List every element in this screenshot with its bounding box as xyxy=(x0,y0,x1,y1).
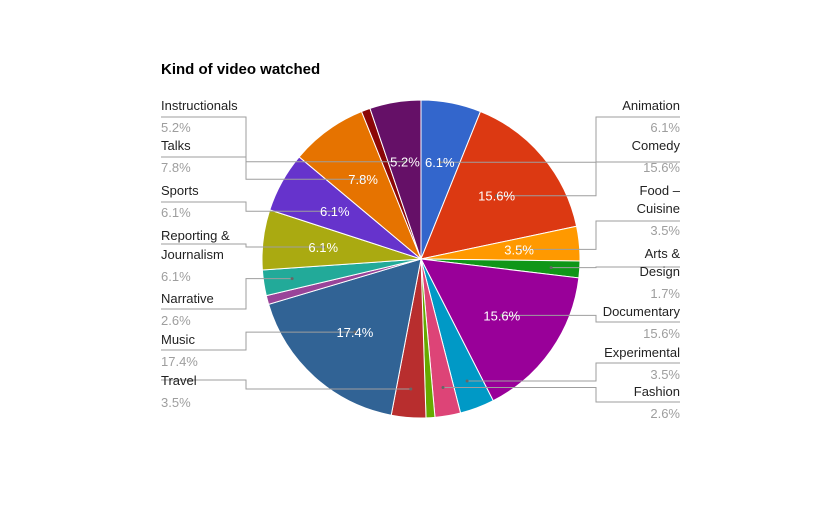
pie-slice-instructionals[interactable] xyxy=(369,99,422,260)
leader-line xyxy=(439,116,680,163)
leader-dot xyxy=(409,387,413,391)
callout-label: Arts & xyxy=(645,246,681,261)
leader-dot xyxy=(438,160,442,164)
leader-line xyxy=(161,243,324,248)
callout-music: Music 17.4% xyxy=(161,332,198,369)
pie-slice-music[interactable] xyxy=(267,258,422,416)
callout-arts-design: Arts & Design 1.7% xyxy=(640,246,681,301)
callout-label: Food – xyxy=(640,183,681,198)
callout-label: Animation xyxy=(622,98,680,113)
callout-narrative: Narrative 2.6% xyxy=(161,291,214,328)
leader-dot xyxy=(465,379,469,383)
callout-value: 6.1% xyxy=(161,269,191,284)
leader-dot xyxy=(353,330,357,334)
leader-dot xyxy=(333,209,337,213)
callout-value: 3.5% xyxy=(161,395,191,410)
slice-value-label: 15.6% xyxy=(483,308,520,323)
chart-title: Kind of video watched xyxy=(161,61,320,78)
callout-label: Travel xyxy=(161,373,197,388)
leader-line xyxy=(161,156,364,180)
leader-dot xyxy=(290,277,294,281)
leader-line xyxy=(161,201,335,212)
slice-value-label: 5.2% xyxy=(390,155,420,170)
leader-line xyxy=(496,161,680,197)
callout-reporting-journalism: Reporting & Journalism 6.1% xyxy=(161,228,230,284)
leader-dot xyxy=(321,245,325,249)
leader-line xyxy=(161,379,411,390)
pie-slice-comedy[interactable] xyxy=(420,110,578,260)
leader-dot xyxy=(500,313,504,317)
slice-value-label: 15.6% xyxy=(478,189,515,204)
slice-labels: 6.1% 15.6% 3.5% 15.6% 17.4% 6.1% 6.1% 7.8% 5.2% A… xyxy=(161,98,681,421)
leader-dot xyxy=(403,160,407,164)
slice-value-label: 6.1% xyxy=(425,155,455,170)
leader-dot xyxy=(361,177,365,181)
leader-line xyxy=(161,331,355,351)
callout-label: Comedy xyxy=(632,138,681,153)
slice-value-label: 6.1% xyxy=(320,204,350,219)
callout-experimental: Experimental 3.5% xyxy=(604,345,680,382)
callout-value: 15.6% xyxy=(643,160,680,175)
leader-line xyxy=(501,314,680,323)
leader-lines xyxy=(161,116,680,403)
callout-value: 6.1% xyxy=(161,205,191,220)
callout-talks: Talks 7.8% xyxy=(161,138,191,175)
callout-comedy: Comedy 15.6% xyxy=(632,138,681,175)
callout-value: 17.4% xyxy=(161,354,198,369)
callout-label: Experimental xyxy=(604,345,680,360)
callout-instructionals: Instructionals 5.2% xyxy=(161,98,238,135)
slice-value-label: 17.4% xyxy=(336,325,373,340)
callout-value: 5.2% xyxy=(161,120,191,135)
callout-sports: Sports 6.1% xyxy=(161,183,199,220)
callout-value: 6.1% xyxy=(650,120,680,135)
callout-value: 2.6% xyxy=(161,313,191,328)
callout-label: Narrative xyxy=(161,291,214,306)
leader-line xyxy=(443,387,680,403)
callout-animation: Animation 6.1% xyxy=(622,98,680,135)
leader-line xyxy=(519,220,680,250)
callout-label: Design xyxy=(640,264,680,279)
callout-label: Talks xyxy=(161,138,191,153)
callout-value: 7.8% xyxy=(161,160,191,175)
pie-slice-documentary[interactable] xyxy=(420,258,580,402)
leader-line xyxy=(161,278,293,310)
leader-dot xyxy=(495,194,499,198)
slice-value-label: 3.5% xyxy=(504,242,534,257)
slice-value-label: 7.8% xyxy=(348,172,378,187)
leader-line xyxy=(467,362,680,382)
leader-dot xyxy=(517,247,521,251)
callout-label: Instructionals xyxy=(161,98,238,113)
callout-label: Reporting & xyxy=(161,228,230,243)
leader-line xyxy=(551,266,680,269)
callout-label: Sports xyxy=(161,183,199,198)
callout-value: 15.6% xyxy=(643,326,680,341)
callout-value: 3.5% xyxy=(650,223,680,238)
leader-line xyxy=(161,116,405,163)
pie-slices xyxy=(261,99,581,419)
callout-value: 2.6% xyxy=(650,406,680,421)
leader-dot xyxy=(441,386,445,389)
callout-label: Documentary xyxy=(603,304,681,319)
callout-value: 3.5% xyxy=(650,367,680,382)
slice-value-label: 6.1% xyxy=(308,240,338,255)
callout-value: 1.7% xyxy=(650,286,680,301)
callout-label: Journalism xyxy=(161,247,224,262)
callout-documentary: Documentary 15.6% xyxy=(603,304,681,341)
callout-fashion: Fashion 2.6% xyxy=(634,384,681,421)
callout-label: Fashion xyxy=(634,384,680,399)
leader-dot xyxy=(549,266,553,270)
callout-label: Cuisine xyxy=(637,201,680,216)
callout-travel: Travel 3.5% xyxy=(161,373,197,410)
callout-food-cuisine: Food – Cuisine 3.5% xyxy=(637,183,681,238)
callout-label: Music xyxy=(161,332,195,347)
